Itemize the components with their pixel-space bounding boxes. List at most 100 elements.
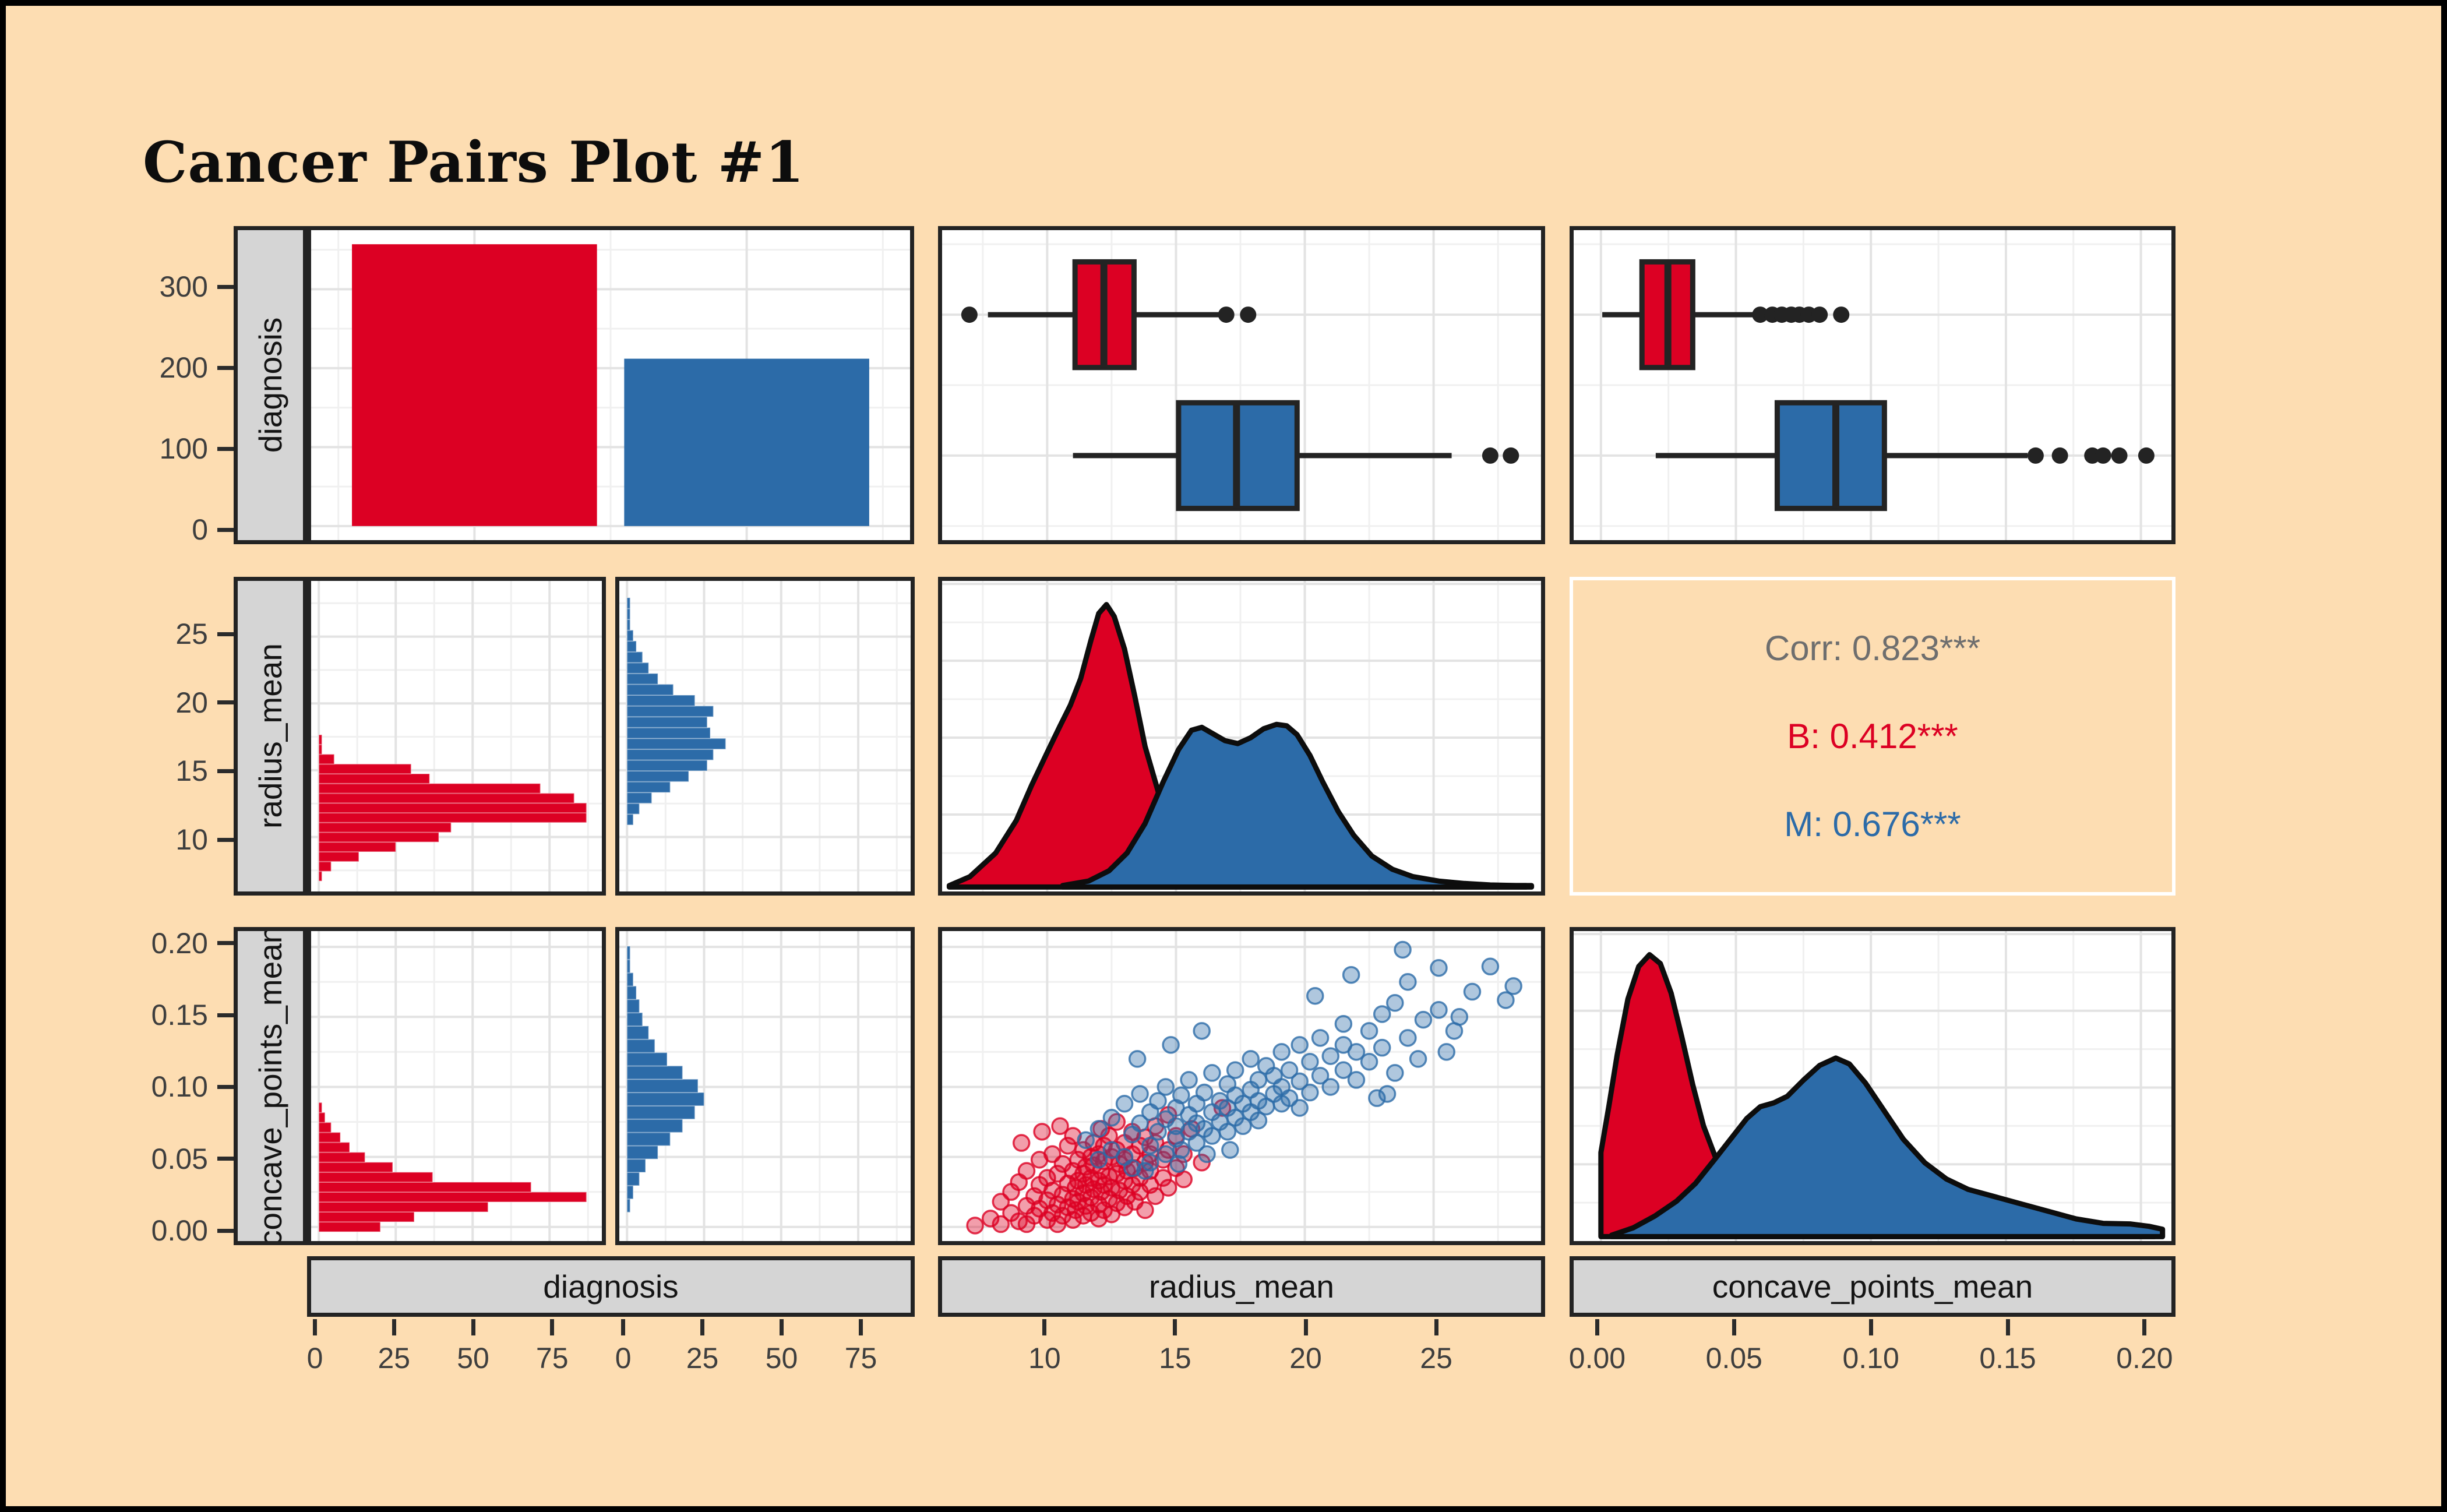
scatter-point-M [1077,1131,1095,1150]
hist-bar [318,1211,415,1223]
hist-bar [318,1151,366,1163]
hist-bar [318,812,587,823]
hist-bar [626,1158,646,1173]
correlation-value: Corr: 0.823*** [1764,629,1981,668]
hist-bar [626,945,631,960]
strip-label: concave_points_mean [1712,1268,2033,1305]
axis-tick [780,1319,784,1335]
axis-tick-label: 50 [765,1342,798,1374]
axis-tick-label: 0.20 [151,926,208,960]
axis-tick [217,284,234,289]
hist-bar [626,1198,631,1213]
scatter-point-M [1131,1114,1149,1133]
hist-bar [318,763,412,775]
density-curve-M [1609,1055,2166,1239]
scatter-point-B [1154,1169,1172,1187]
hist-bar [626,985,637,1000]
scatter-point-M [1386,994,1404,1012]
axis-tick [1868,1319,1873,1335]
hist-bar [626,1038,655,1053]
scatter-point-M [1394,940,1412,959]
scatter-point-M [1368,1089,1386,1107]
hist-bar [626,1172,640,1186]
axis-tick [217,1084,234,1089]
hist-bar [318,1191,587,1203]
scatter-point-M [1149,1092,1167,1110]
hist-bar [626,597,631,609]
hist-bar [318,1112,326,1123]
scatter-point-M [1450,1008,1469,1026]
scatter-point-B [1017,1162,1036,1180]
panel-radius-density [938,577,1545,896]
panel-concave-boxplot [1570,226,2175,544]
axis-tick [1042,1319,1047,1335]
axis-tick-label: 20 [1289,1342,1322,1374]
axis-tick-label: 0.10 [151,1070,208,1104]
axis-tick [550,1319,555,1335]
scatter-point-M [1156,1078,1175,1096]
scatter-point-M [1172,1141,1190,1159]
panel-correlation: Corr: 0.823*** B: 0.412*** M: 0.676*** [1570,577,2175,896]
outlier-dot [1218,306,1235,323]
scatter-point-M [1311,1066,1330,1085]
density_concave-chart [1574,931,2171,1241]
axis-tick [1303,1319,1308,1335]
scatter-point-M [1172,1086,1190,1105]
outlier-dot [2138,447,2155,464]
hist-bar [318,822,452,833]
strip-left-radius-mean: radius_mean [234,577,307,896]
axis-tick-label: 0 [306,1342,323,1374]
scatter-point-M [1141,1153,1159,1172]
hist-bar [318,743,323,755]
box_radius-chart [942,230,1541,540]
hist-bar [626,1145,659,1160]
hist-bar [318,783,541,794]
hist_concave_M-chart [619,931,911,1241]
axis-tick-label: 0.00 [1568,1342,1626,1374]
hist-bar [318,1122,332,1133]
scatter-point-M [1242,1050,1260,1068]
outlier-dot [1240,306,1257,323]
hist-bar [626,748,714,761]
bar_diagnosis_count-chart [311,230,910,540]
scatter-point-B [1136,1201,1154,1220]
outlier-dot [1503,447,1519,464]
axis-tick-label: 0.00 [151,1214,208,1247]
hist-bar [318,753,335,765]
scatter-point-M [1249,1111,1268,1130]
scatter-point-B [1146,1187,1165,1206]
correlation-value: B: 0.412*** [1787,717,1958,756]
panel-concave-density [1570,927,2175,1245]
y-axis-row3: 0.00 0.05 0.10 0.15 0.20 [102,926,234,1247]
scatter-point-M [1149,1123,1167,1141]
axis-tick [217,1228,234,1233]
scatter-point-B [966,1217,984,1235]
scatter-point-M [1360,1052,1378,1071]
scatter-point-M [1504,977,1522,995]
hist-bar [626,770,690,783]
scatter-point-M [1291,1072,1309,1091]
scatter-point-M [1280,1061,1299,1079]
axis-tick [1595,1319,1599,1335]
axis-tick-label: 0.05 [1705,1342,1762,1374]
scatter-point-M [1311,1029,1330,1047]
hist-bar [626,727,711,739]
scatter-point-M [1321,1047,1340,1065]
count-bar-M [624,358,869,526]
outlier-dot [1833,306,1850,323]
scatter-point-B [1033,1123,1051,1141]
scatter-point-M [1334,1015,1353,1033]
hist-bar [318,1141,351,1153]
axis-tick-label: 100 [159,432,208,466]
scatter-point-M [1131,1085,1149,1103]
hist-bar [318,1132,341,1143]
hist-bar [318,1181,532,1193]
hist-bar [626,1012,643,1027]
density-curve-M [1060,721,1535,890]
axis-tick-label: 10 [175,823,208,856]
scatter-point-M [1141,1137,1159,1155]
axis-tick [313,1319,318,1335]
scatter-point-M [1193,1022,1211,1040]
hist-bar [626,683,674,696]
